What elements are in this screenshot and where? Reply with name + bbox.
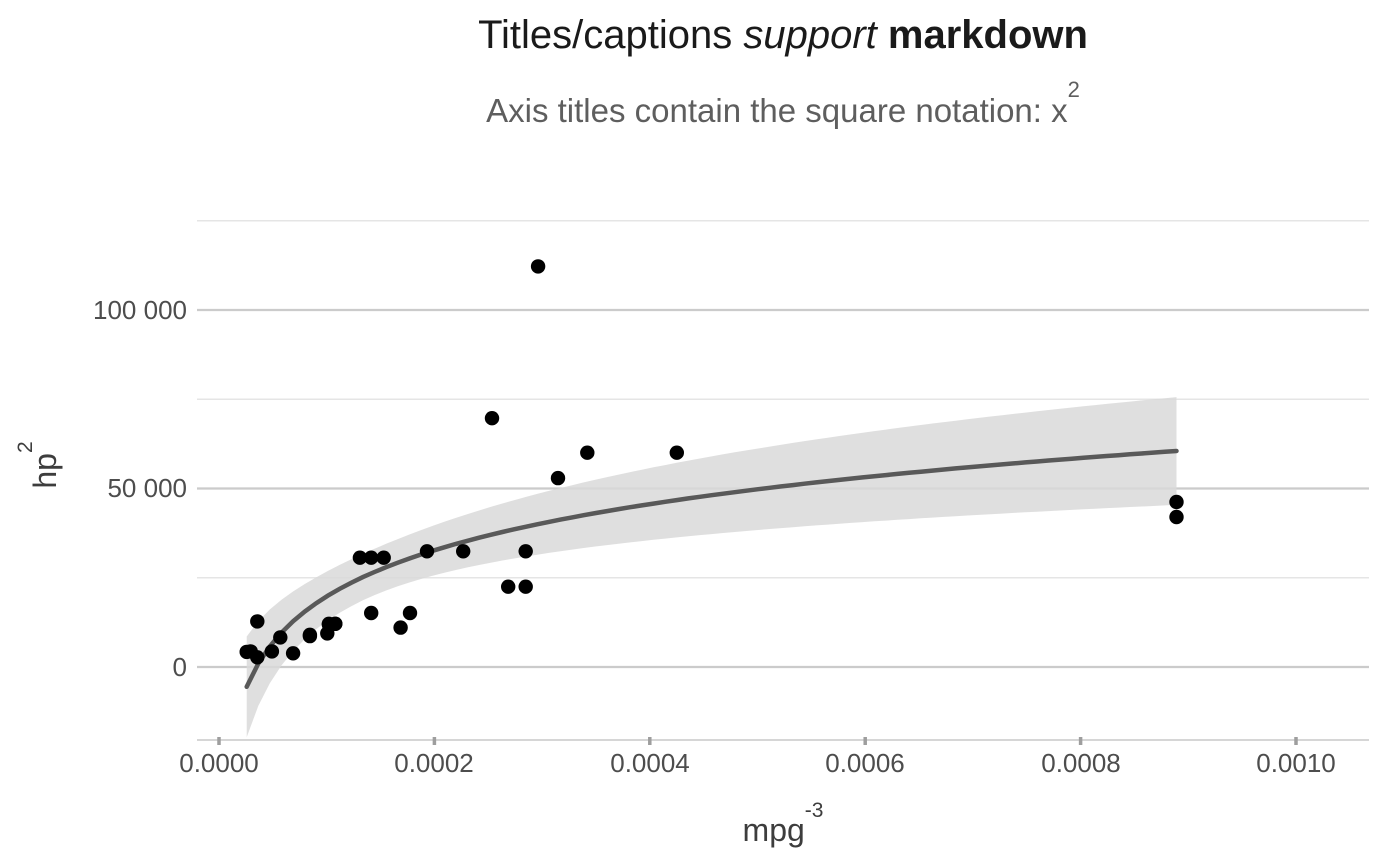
x-axis-title: mpg-3 [197,800,1369,848]
x-axis-title-superscript: -3 [804,799,824,823]
chart-title-regular: Titles/captions [478,13,744,57]
x-tick-label-0.0000: 0.0000 [179,748,259,778]
x-tick-label-0.0006: 0.0006 [825,748,905,778]
y-axis-title: hp2 [14,441,63,489]
chart-subtitle: Axis titles contain the square notation:… [197,79,1369,130]
x-axis-title-text: mpg [742,812,805,848]
chart-title-italic: support [743,13,877,57]
y-tick-label-0: 0 [172,652,187,682]
chart-subtitle-text: Axis titles contain the square notation:… [486,92,1068,129]
x-tick-label-0.0004: 0.0004 [610,748,690,778]
chart-subtitle-superscript: 2 [1067,77,1080,102]
y-axis-title-text: hp [27,453,63,489]
y-tick-label-50000: 50 000 [107,473,187,503]
x-tick-label-0.0002: 0.0002 [394,748,474,778]
y-tick-label-100000: 100 000 [93,295,187,325]
chart-title-bold: markdown [876,13,1088,57]
chart-title: Titles/captions support markdown [197,13,1369,57]
y-axis-title-superscript: 2 [14,441,38,454]
x-tick-label-0.0010: 0.0010 [1256,748,1336,778]
x-tick-label-0.0008: 0.0008 [1041,748,1121,778]
